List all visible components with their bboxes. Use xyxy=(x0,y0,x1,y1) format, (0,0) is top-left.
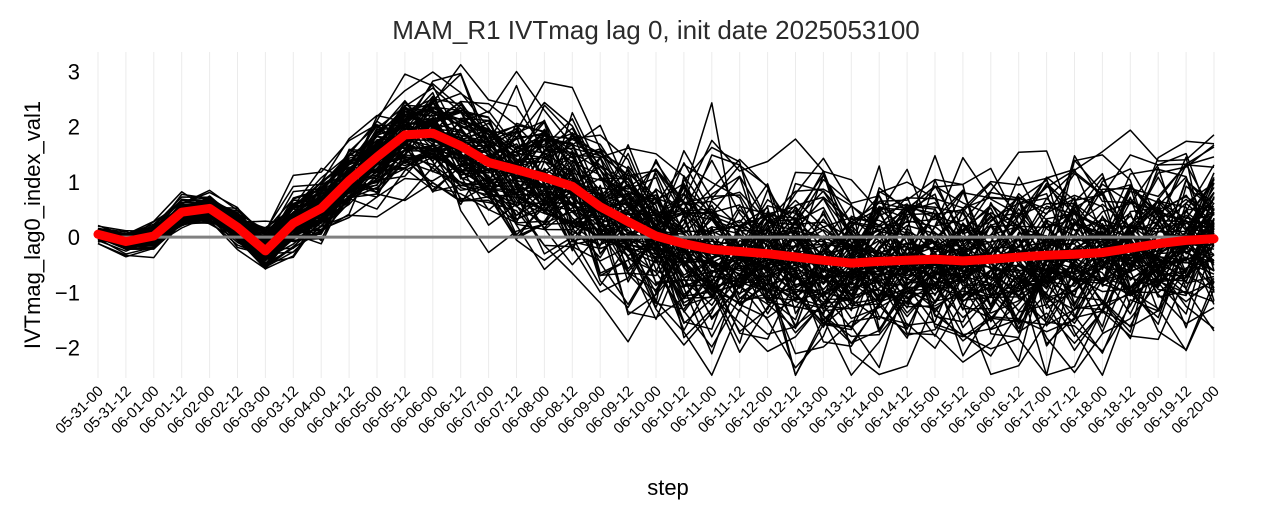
y-tick-label: −1 xyxy=(55,280,80,305)
ensemble-member-line xyxy=(97,70,1215,330)
y-tick-label: 3 xyxy=(68,59,80,84)
y-tick-labels: −2 −1 0 1 2 3 xyxy=(55,59,80,360)
y-tick-label: 1 xyxy=(68,170,80,195)
x-tick-labels: 05-31-0005-31-1206-01-0006-01-1206-02-00… xyxy=(52,383,1222,437)
y-tick-label: 2 xyxy=(68,115,80,140)
ensemble-member-line xyxy=(97,102,1215,319)
ensemble-member-line xyxy=(97,63,1215,303)
y-axis-label: IVTmag_lag0_index_val1 xyxy=(20,101,45,349)
ensemble-member-line xyxy=(97,142,1215,330)
ensemble-member-line xyxy=(97,113,1215,330)
ensemble-member-line xyxy=(97,156,1215,343)
y-tick-label: −2 xyxy=(55,336,80,361)
ensemble-member-line xyxy=(97,127,1215,347)
ensemble-mean-line xyxy=(93,128,1219,268)
chart-title: MAM_R1 IVTmag lag 0, init date 202505310… xyxy=(392,15,920,45)
x-axis-label: step xyxy=(647,475,689,500)
y-tick-label: 0 xyxy=(68,225,80,250)
ensemble-mean-layer xyxy=(93,128,1219,268)
